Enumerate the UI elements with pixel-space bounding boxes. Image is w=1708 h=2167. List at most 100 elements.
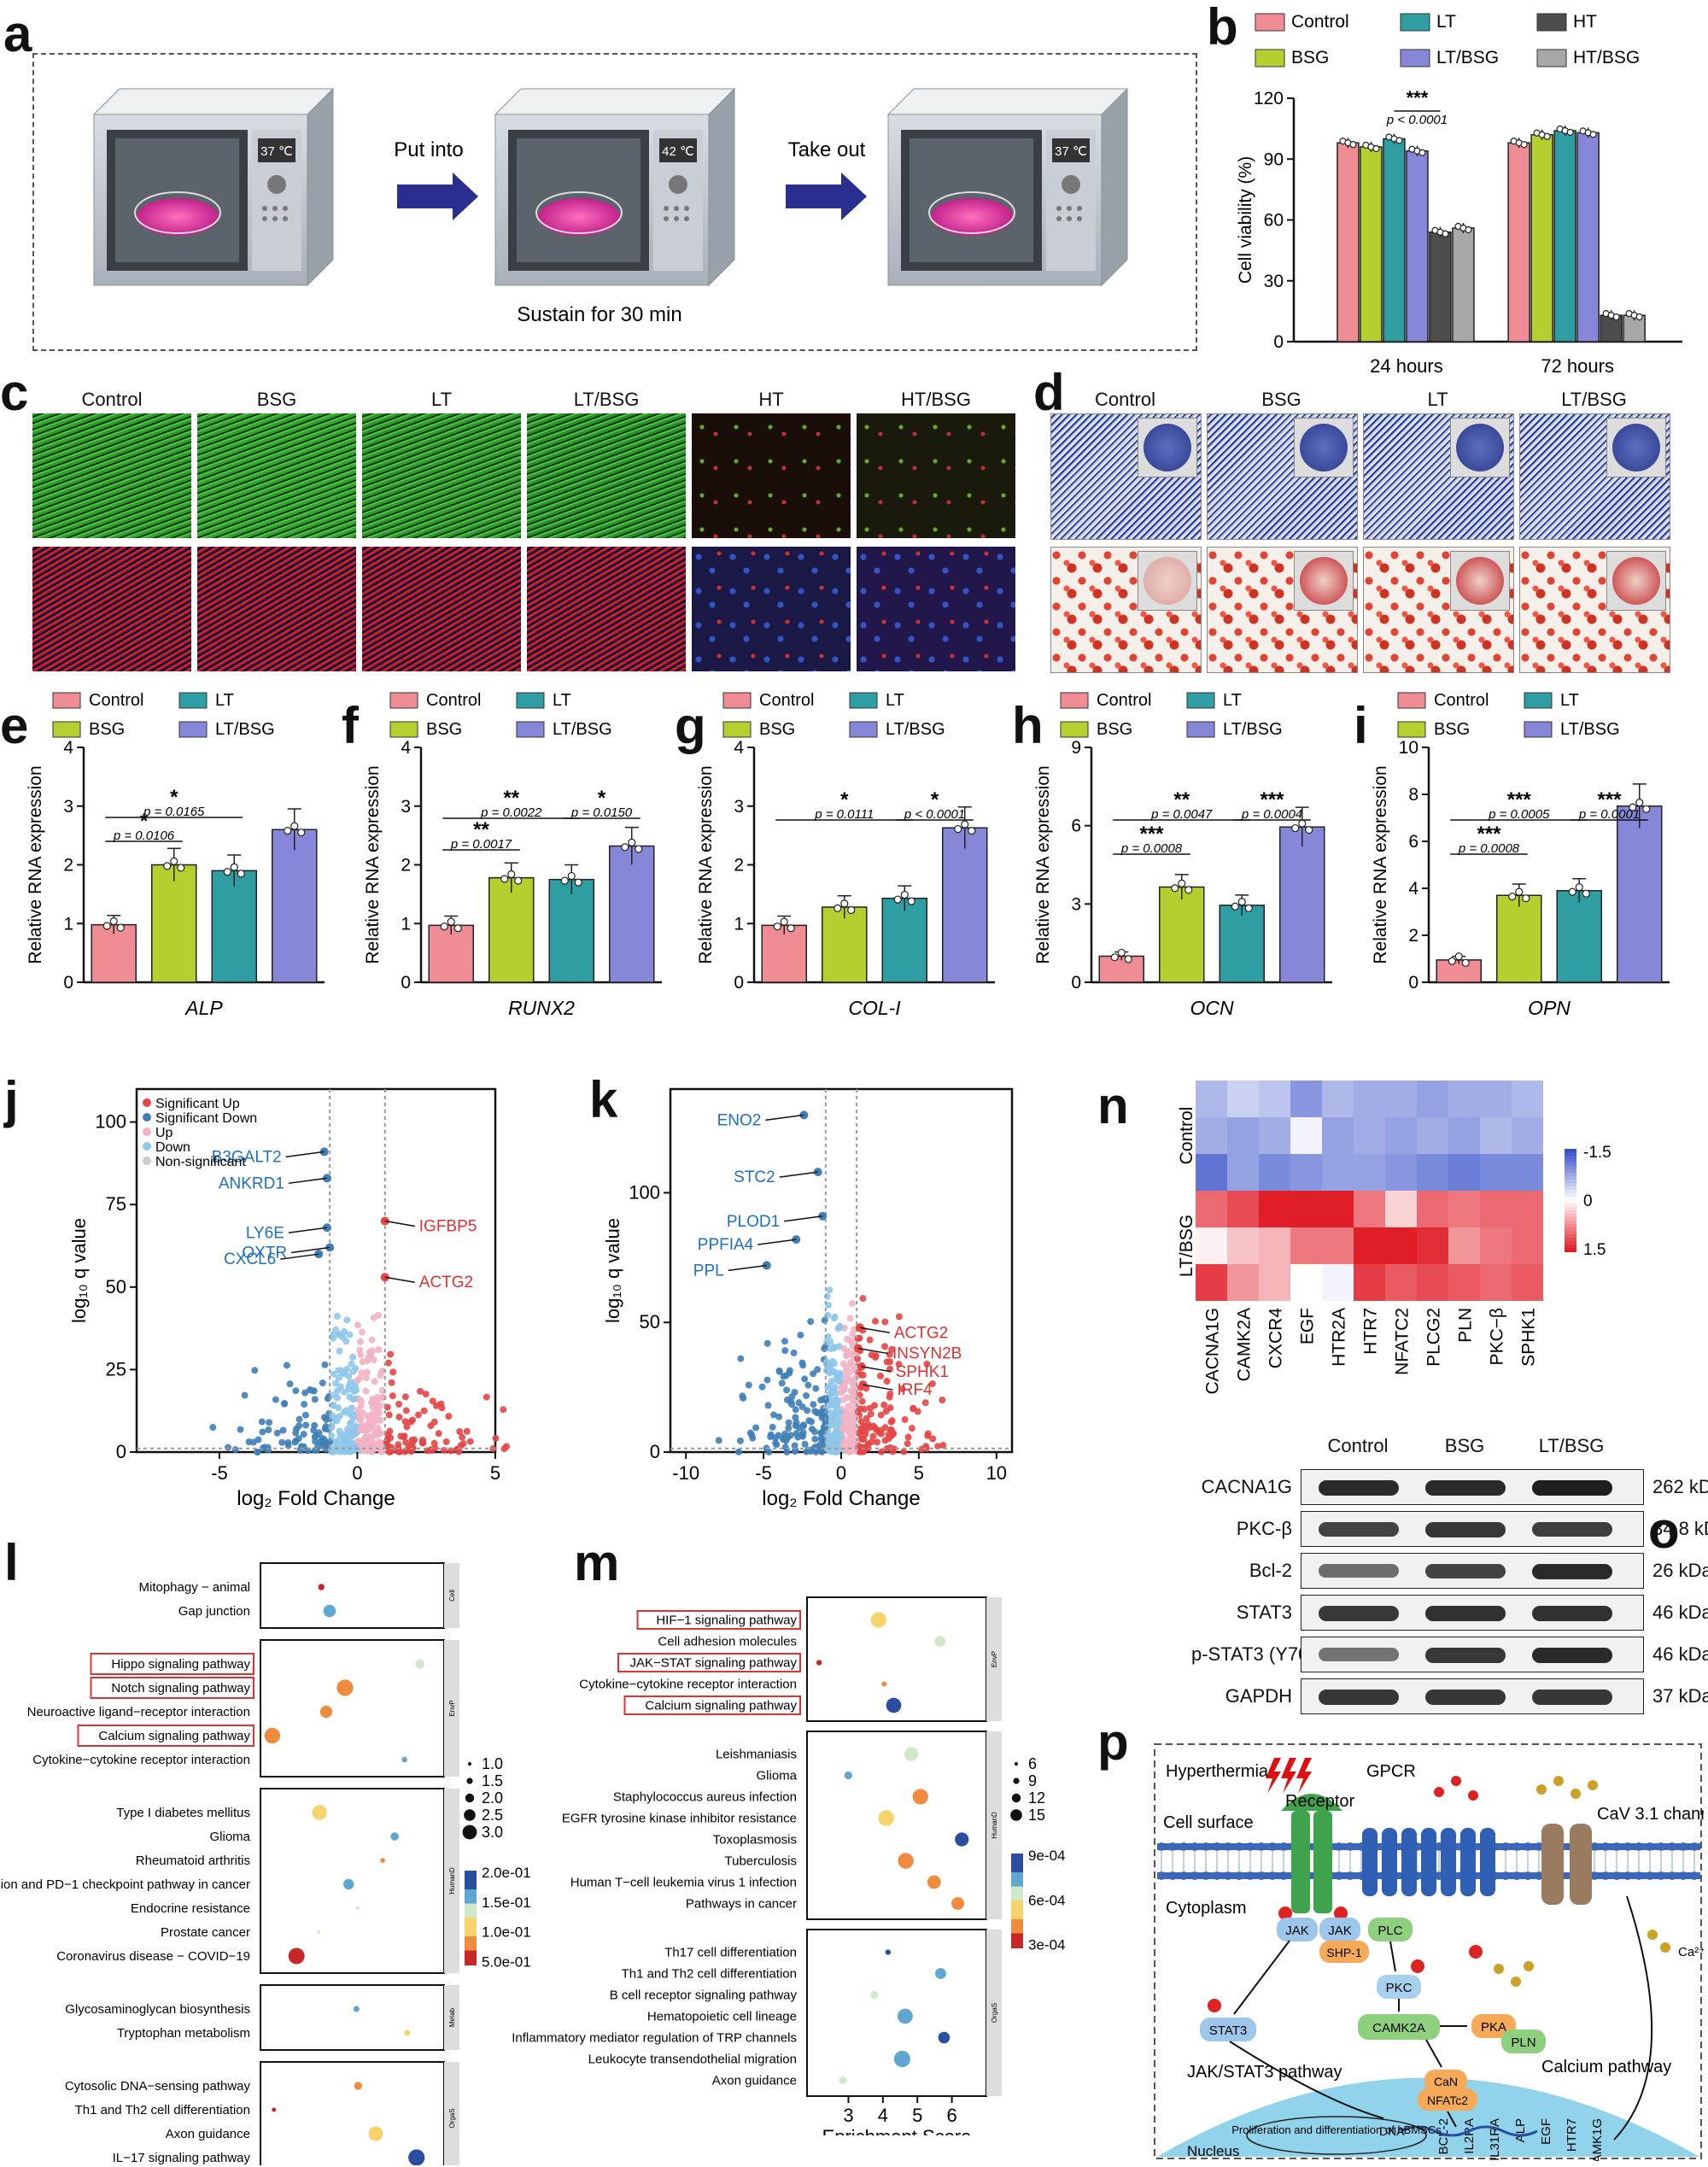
heatmap-cell (1290, 1191, 1322, 1227)
volcano-point (265, 1426, 272, 1434)
c-label: LT (430, 389, 453, 410)
heatmap-cell (1417, 1081, 1448, 1117)
label-leader (291, 1246, 330, 1254)
colorbar-segment (465, 1936, 477, 1942)
volcano-point (763, 1376, 771, 1384)
blot-row-label: p-STAT3 (Y705) (1191, 1643, 1325, 1665)
facet-frame (806, 1731, 987, 1920)
lipid-head (1623, 1842, 1632, 1851)
volcano-point (417, 1387, 424, 1395)
term-label: Staphylococcus aureus infection (613, 1790, 797, 1805)
volcano-point (387, 1448, 395, 1455)
enrichment-dot (355, 1906, 360, 1911)
colorbar-segment (1565, 1245, 1576, 1249)
data-point (635, 845, 643, 853)
d-label: Control (1095, 389, 1155, 410)
labeled-point (813, 1168, 822, 1177)
heatmap-cell (1290, 1081, 1322, 1117)
heatmap-cell (1322, 1081, 1354, 1117)
colorbar-segment (1565, 1200, 1576, 1204)
heatmap-cell (1196, 1191, 1227, 1227)
term-label: Pathways in cancer (686, 1897, 797, 1912)
colorbar-segment (1565, 1221, 1576, 1225)
stain-image (1050, 413, 1202, 540)
term-label: IL−17 signaling pathway (113, 2151, 251, 2165)
bar (428, 924, 474, 983)
data-point (1635, 799, 1644, 807)
facet-strip (444, 1985, 459, 2050)
term-label: Hematopoietic cell lineage (647, 2010, 797, 2024)
heatmap-cell (1290, 1154, 1322, 1191)
plot-frame (669, 1087, 1014, 1454)
y-tick-label: 100 (629, 1181, 660, 1203)
volcano-point (781, 1444, 789, 1451)
legend-swatch (1536, 49, 1567, 67)
term-label: Type I diabetes mellitus (116, 1806, 250, 1820)
volcano-point (280, 1400, 288, 1408)
colorbar-segment (465, 1931, 477, 1937)
volcano-point (374, 1442, 382, 1450)
enrichment-dot (893, 2050, 910, 2068)
ligand-dots (1434, 1776, 1670, 1987)
data-point (1372, 144, 1380, 153)
colorbar-segment (1011, 1895, 1023, 1901)
y-tick-label: 6 (1408, 832, 1418, 852)
enrichment-dot (343, 1878, 354, 1890)
blot-band (1319, 1648, 1399, 1661)
volcano-point (844, 1394, 851, 1402)
volcano-point (842, 1368, 850, 1375)
volcano-point (346, 1431, 354, 1438)
volcano-point (887, 1432, 895, 1439)
colorbar-segment (1011, 1882, 1023, 1888)
data-point (223, 868, 231, 876)
volcano-point (286, 1380, 294, 1388)
heatmap-cell (1512, 1264, 1543, 1301)
y-tick-label: 4 (734, 738, 744, 758)
heatmap-cell (1385, 1264, 1417, 1301)
bar (1496, 894, 1542, 983)
label-leader (859, 1327, 890, 1334)
volcano-point (811, 1435, 819, 1443)
colorbar-segment (465, 1894, 477, 1900)
label-leader (288, 1177, 328, 1185)
lipid-head (1346, 1842, 1354, 1851)
blot-column-label: Control (1327, 1435, 1389, 1456)
volcano-point (371, 1400, 379, 1408)
legend-label: Control (759, 691, 814, 710)
volcano-point (859, 1371, 867, 1379)
colorbar-segment (465, 1889, 477, 1895)
lipid-head (1213, 1871, 1221, 1880)
label-leader (280, 1253, 319, 1260)
colorbar-segment (465, 1918, 477, 1924)
bar (822, 906, 868, 983)
volcano-point (311, 1396, 319, 1403)
data-point (1522, 894, 1530, 903)
panel-label-k: k (589, 1071, 618, 1128)
term-label: Leishmaniasis (716, 1748, 797, 1762)
heatmap-cell (1512, 1191, 1543, 1227)
volcano-point (867, 1410, 874, 1418)
volcano-point (870, 1402, 878, 1409)
blot-lane (1301, 1637, 1644, 1672)
gene-label: OCN (1190, 997, 1234, 1019)
legend-swatch (52, 721, 81, 738)
enrichment-dot (881, 1681, 887, 1687)
volcano-point (715, 1437, 722, 1444)
labeled-point (380, 1216, 389, 1226)
volcano-point (767, 1433, 775, 1441)
gene-label: LY6E (246, 1224, 284, 1242)
column-label: NFATC2 (1393, 1308, 1413, 1375)
volcano-point (923, 1360, 931, 1368)
colorbar-segment (465, 1922, 477, 1928)
volcano-point (209, 1424, 217, 1432)
y-tick-label: 4 (63, 738, 73, 758)
volcano-point (769, 1423, 776, 1431)
size-legend-dot (466, 1778, 473, 1784)
bar (942, 827, 988, 983)
pathway-diagram: Hyperthermia Receptor GPCR CaV 3.1 chann… (1154, 1743, 1704, 2161)
term-label: Th1 and Th2 cell differentiation (622, 1967, 797, 1982)
panel-label-i: i (1354, 697, 1368, 754)
volcano-point (292, 1387, 300, 1395)
data-point (1237, 898, 1246, 906)
d-label: LT (1427, 389, 1448, 410)
